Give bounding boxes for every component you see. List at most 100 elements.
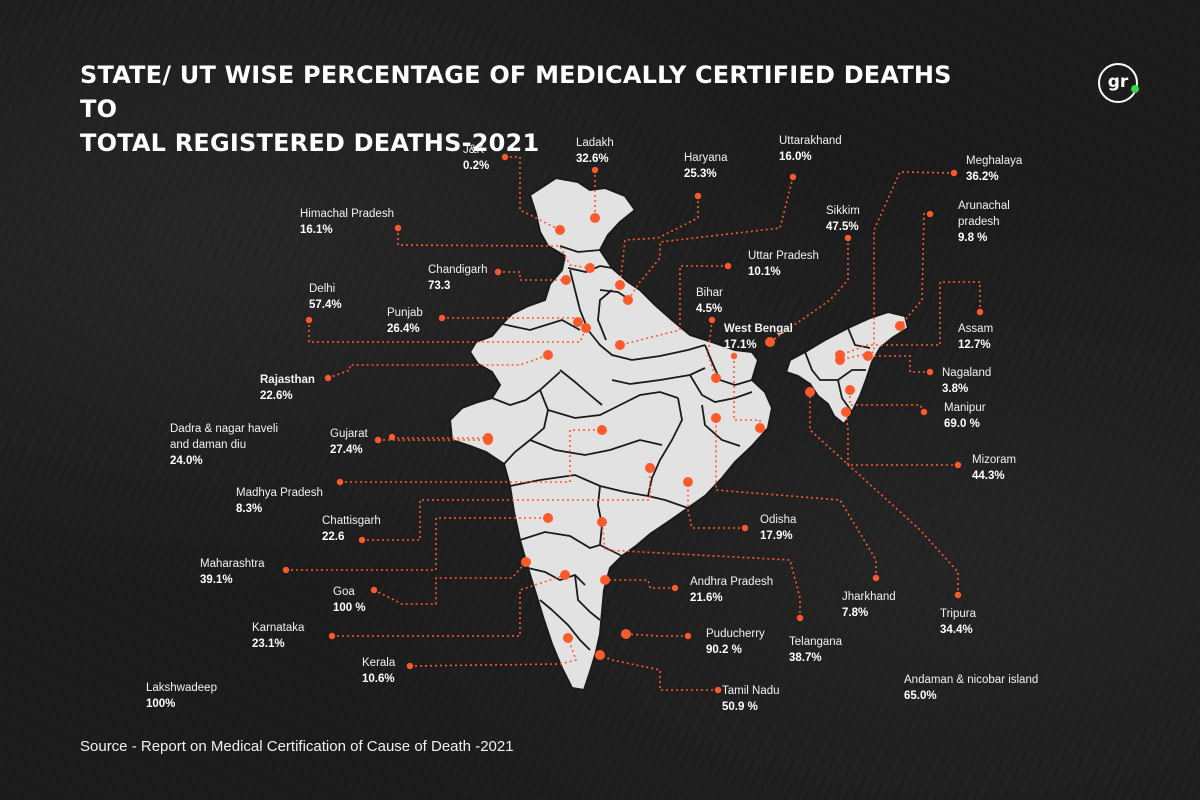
state-value: 57.4% [309,299,342,311]
dot-start-wb [730,352,738,360]
state-label-goa: Goa 100 % [333,584,366,616]
dot-start-dnh [388,433,396,441]
dot-end-karnataka [560,570,570,580]
dot-start-punjab [438,314,446,322]
leader-line-arunachal [899,213,930,327]
dot-start-delhi [305,316,313,324]
dot-end-goa [521,557,531,567]
state-value: 65.0% [904,690,937,702]
state-label-nagaland: Nagaland 3.8% [942,365,991,397]
state-name: Ladakh [576,137,614,149]
state-value: 16.1% [300,224,333,236]
dot-end-uttarakhand [623,295,633,305]
leader-line-assam [839,281,981,356]
leader-line-maharashtra [286,517,548,571]
state-value: 7.8% [842,607,869,619]
chart-title: STATE/ UT WISE PERCENTAGE OF MEDICALLY C… [80,58,980,160]
border-path [527,567,586,586]
dot-end-gujarat [483,435,493,445]
state-label-jk: J&K 0.2% [463,142,489,174]
state-name: Odisha [760,514,797,526]
leader-line-mp [340,429,602,483]
border-path [539,599,553,611]
dot-end-nagaland [863,351,873,361]
state-value: 73.3 [428,280,451,292]
state-name: Gujarat [330,428,368,440]
dot-end-wb [755,423,765,433]
border-path [847,327,871,349]
state-value: 8.3% [236,503,263,515]
state-value: 22.6% [260,390,293,402]
dot-end-himachal [585,263,595,273]
state-value: 24.0% [170,455,203,467]
state-name: Chattisgarh [322,515,381,527]
dot-end-maharashtra [543,513,553,523]
dot-start-ap [671,584,679,592]
leader-line-chandigarh [498,271,566,281]
state-value: 17.9% [760,530,793,542]
dot-end-sikkim [765,337,775,347]
state-label-dnh: Dadra & nagar haveli and daman diu 24.0% [170,421,278,469]
dot-start-up [724,262,732,270]
dot-end-manipur [845,385,855,395]
state-value: 25.3% [684,168,717,180]
border-path [804,351,866,381]
state-name: Assam [958,323,994,335]
logo-dot-icon [1131,85,1139,93]
state-label-assam: Assam 12.7% [958,321,993,353]
border-path [597,485,623,557]
border-path [647,495,689,509]
dot-start-jharkhand [872,574,880,582]
leader-line-odisha [687,482,745,529]
dot-start-sikkim [844,234,852,242]
state-label-telangana: Telangana 38.7% [789,634,842,666]
border-path [547,391,679,419]
state-value: 36.2% [966,171,999,183]
border-path [509,474,649,497]
state-label-mizoram: Mizoram 44.3% [972,452,1016,484]
border-path [559,369,603,406]
state-name: Madhya Pradesh [236,487,323,499]
dot-end-arunachal [895,321,905,331]
state-label-ap: Andhra Pradesh 21.6% [690,574,773,606]
state-label-karnataka: Karnataka 23.1% [252,620,304,652]
dot-start-goa [370,586,378,594]
leader-line-ap [605,579,675,589]
dot-start-assam [976,308,984,316]
state-name: Kerala [362,657,396,669]
brand-logo: gr [1098,63,1139,103]
leader-lines [286,156,981,691]
state-label-ladakh: Ladakh 32.6% [576,135,614,167]
location-dots [282,153,984,694]
dot-start-manipur [920,408,928,416]
state-name: Uttarakhand [779,135,842,147]
state-label-chandigarh: Chandigarh 73.3 [428,262,487,294]
leader-line-tripura [809,392,959,595]
border-path [611,367,706,385]
state-label-sikkim: Sikkim 47.5% [826,203,860,235]
state-label-lakshadweep: Lakshwadeep 100% [146,680,217,712]
state-name: J&K [463,144,485,156]
dot-start-maharashtra [282,566,290,574]
state-label-punjab: Punjab 26.4% [387,305,423,337]
state-label-mp: Madhya Pradesh 8.3% [236,485,323,517]
dot-end-punjab [573,317,583,327]
state-name: Puducherry [706,628,765,640]
state-label-tripura: Tripura 34.4% [940,606,976,638]
state-label-haryana: Haryana 25.3% [684,150,727,182]
dot-end-mizoram [841,407,851,417]
state-name: Dadra & nagar haveli [170,423,279,435]
leader-line-haryana [619,196,699,286]
india-landmass [448,176,910,692]
dot-start-chandigarh [494,268,502,276]
border-path [701,404,741,447]
border-path [491,371,561,406]
border-path [501,319,581,331]
dot-end-chhattisgarh [645,463,655,473]
dot-end-assam [835,350,845,360]
state-name: Nagaland [942,367,992,379]
dot-start-bihar [708,316,716,324]
state-label-jharkhand: Jharkhand 7.8% [842,589,896,621]
state-name: Himachal Pradesh [300,208,394,220]
